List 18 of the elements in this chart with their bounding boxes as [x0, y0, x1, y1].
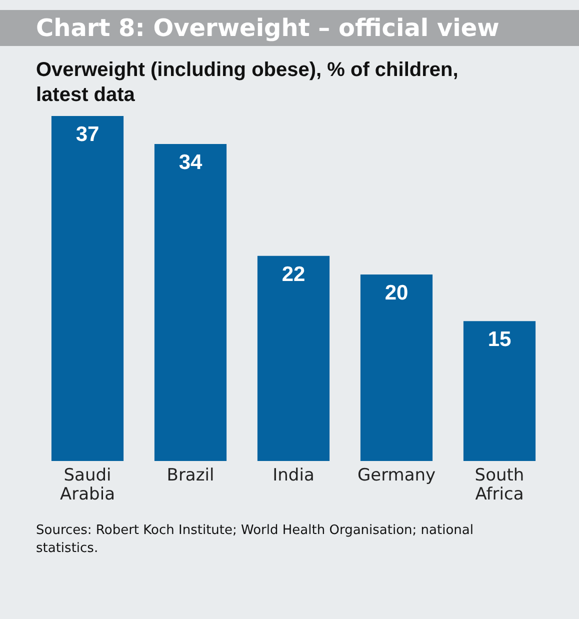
bar	[257, 256, 330, 461]
chart-subtitle: Overweight (including obese), % of children, latest data	[35, 58, 460, 108]
data-label: 20	[384, 282, 408, 305]
x-tick-label: Brazil	[166, 466, 214, 486]
chart-title: Chart 8: Overweight – official view	[0, 10, 579, 46]
bar	[463, 321, 536, 461]
data-label: 22	[282, 262, 306, 286]
x-tick-label: South Africa	[474, 466, 524, 504]
x-tick-label: Saudi Arabia	[60, 466, 115, 504]
bar	[51, 116, 124, 461]
data-label: 34	[178, 150, 202, 174]
bar	[154, 144, 227, 461]
x-tick-label: India	[272, 466, 314, 486]
x-tick-label: Germany	[357, 466, 436, 486]
source-note: Sources: Robert Koch Institute; World Health Organisation; national statistics.	[35, 522, 474, 558]
data-label: 15	[488, 328, 512, 352]
bar	[360, 274, 433, 461]
data-label: 37	[76, 123, 100, 146]
